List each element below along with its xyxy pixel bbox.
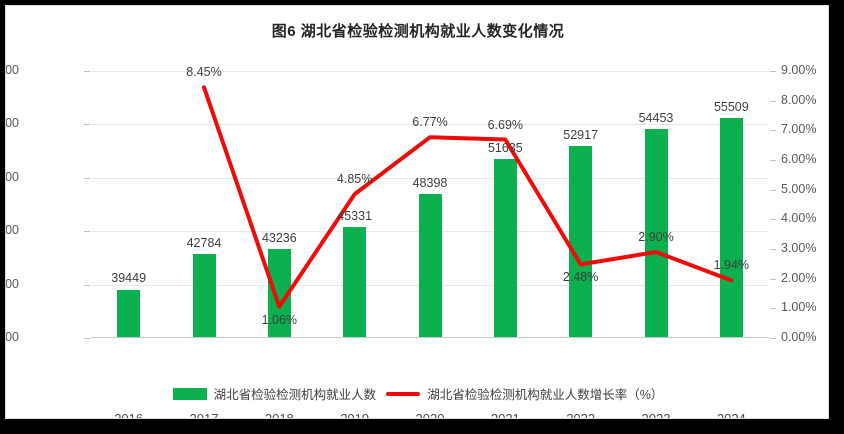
left-axis-tickmark [84,338,90,339]
line-value-label: 4.85% [336,172,373,187]
x-axis-tick-label: 2021 [490,411,520,419]
bar-value-label: 55509 [713,99,749,114]
line-swatch-icon [386,391,421,396]
x-axis-tick-label: 2022 [566,411,596,419]
bar-value-label: 54453 [638,111,674,126]
line-series [202,85,734,309]
left-axis-tickmark [84,284,90,286]
x-axis-tick-label: 2016 [114,411,144,419]
right-axis-tickmark [770,100,776,102]
gridline [91,71,769,72]
bar-value-label: 42784 [186,235,222,250]
right-axis-tickmark [770,130,776,132]
bar-value-label: 39449 [111,271,147,286]
legend-item-line: 湖北省检验检测机构就业人数增长率（%） [386,384,663,403]
line-value-label: 6.77% [412,115,448,130]
right-axis-tickmark [770,189,776,191]
legend-item-bars: 湖北省检验检测机构就业人数 [172,384,377,403]
bar [719,117,743,337]
left-axis-tick-label: 50000 [5,169,19,184]
chart-title: 图6 湖北省检验检测机构就业人数变化情况 [271,23,565,40]
right-axis-tickmark [770,308,776,310]
left-axis-tickmark [84,231,90,233]
x-axis-tick-label: 2017 [189,411,219,419]
bar [343,226,367,337]
x-axis-tick-label: 2019 [340,411,370,419]
right-axis-tickmark [770,338,776,339]
x-axis-tick-label: 2020 [415,411,445,419]
left-axis-tickmark [84,124,90,126]
right-axis-tickmark [770,160,776,161]
bar-value-label: 52917 [563,127,599,142]
bar [267,249,291,337]
left-axis-tick-label: 60000 [5,63,19,77]
right-axis-tick-label: 5.00% [781,181,817,196]
line-value-label: 1.94% [713,258,750,273]
x-axis-tick-label: 2024 [716,411,746,419]
right-axis-tick-label: 1.00% [781,300,817,315]
right-axis-tickmark [770,278,776,280]
line-value-label: 1.06% [261,312,298,327]
bar [569,145,593,337]
right-axis-tick-label: 8.00% [781,92,817,107]
bar-value-label: 43236 [261,231,297,246]
right-axis-tick-label: 3.00% [781,241,817,255]
plot-area: 39449 42784 43236 45331 48398 51635 52917 54453… [6,63,816,418]
line-value-label: 2.90% [638,229,674,244]
growth-rate-line [202,85,734,309]
left-axis-tickmark [84,71,90,72]
x-axis-tick-label: 2018 [264,411,294,419]
right-axis-tick-label: 7.00% [781,122,817,137]
chart-card: 图6 湖北省检验检测机构就业人数变化情况 39449 42784 43236 4533… [5,5,829,419]
legend-label-line: 湖北省检验检测机构就业人数增长率（%） [427,388,664,402]
bar [418,193,442,337]
legend-label-bars: 湖北省检验检测机构就业人数 [213,388,377,402]
bar [493,159,517,337]
line-value-label: 6.69% [487,117,524,132]
right-axis-tick-label: 2.00% [781,270,817,285]
gridline [91,177,769,179]
bar-swatch-icon [172,387,207,400]
right-axis-tickmark [770,219,776,221]
left-axis-tick-label: 40000 [5,276,19,291]
right-axis-tickmark [770,249,776,250]
legend: 湖北省检验检测机构就业人数 湖北省检验检测机构就业人数增长率（%） [6,384,828,403]
bar [192,253,216,337]
right-axis-tick-label: 6.00% [781,152,817,166]
line-value-label: 2.48% [562,270,599,285]
right-axis-tick-label: 0.00% [781,330,817,344]
right-axis-tickmark [770,71,776,72]
line-value-label: 8.45% [186,65,222,80]
bar-value-label: 45331 [337,208,373,223]
x-axis-tick-label: 2023 [641,411,671,419]
right-axis-tick-label: 9.00% [781,63,817,77]
bar [644,129,668,337]
bar-value-label: 51635 [487,141,523,156]
right-axis-tick-label: 4.00% [781,211,817,226]
left-axis-tick-label: 55000 [5,116,19,131]
left-axis-tickmark [84,177,90,179]
x-axis-line [91,337,769,338]
gridline [91,124,769,126]
left-axis-tick-label: 35000 [5,330,19,344]
bar-value-label: 48398 [412,175,448,190]
left-axis-tick-label: 45000 [5,223,19,238]
bar [117,289,141,337]
